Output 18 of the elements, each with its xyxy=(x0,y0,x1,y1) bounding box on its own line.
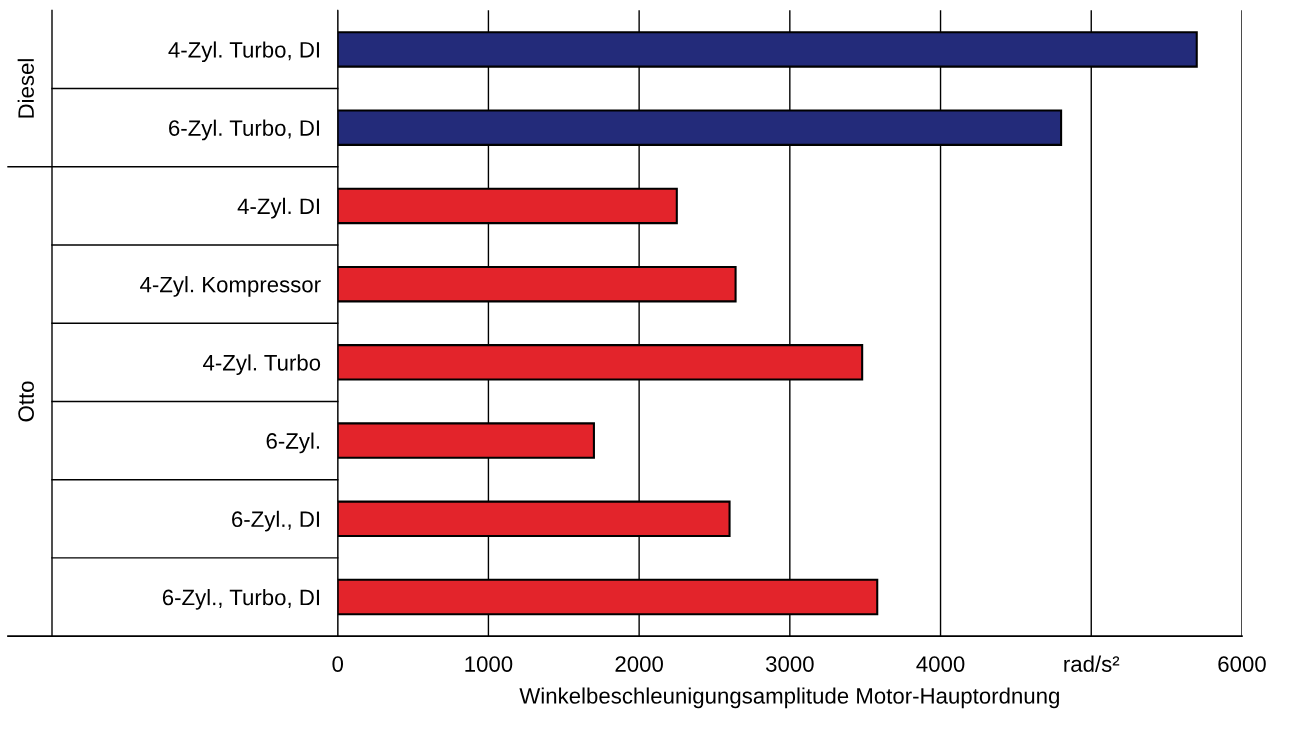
y-tick-label: 6-Zyl., Turbo, DI xyxy=(162,588,320,610)
x-tick-label: 2000 xyxy=(615,656,663,672)
x-tick-label: 4000 xyxy=(916,656,965,672)
text: rad/s² xyxy=(1064,655,1120,672)
y-tick-label: 4-Zyl. DI xyxy=(237,197,320,219)
x-tick-label: 6000 xyxy=(1218,656,1266,672)
text: Otto xyxy=(18,381,34,422)
y-tick-label: 4-Zyl. Turbo xyxy=(203,354,321,376)
text: Diesel xyxy=(17,59,34,118)
x-tick-label: 3000 xyxy=(765,656,814,672)
y-tick-label: 6-Zyl. Turbo, DI xyxy=(169,119,320,141)
y-tick-label: 6-Zyl., DI xyxy=(232,510,320,532)
y-tick-label: 4-Zyl. Kompressor xyxy=(140,276,321,297)
x-tick-label: 1000 xyxy=(465,656,513,672)
x-axis-title: Winkelbeschleunigungsamplitude Motor-Hauptordnung xyxy=(519,687,1059,709)
y-tick-label: 4-Zyl. Turbo, DI xyxy=(168,41,320,63)
x-tick-label: 0 xyxy=(332,656,344,672)
y-tick-label: 6-Zyl. xyxy=(266,432,320,454)
